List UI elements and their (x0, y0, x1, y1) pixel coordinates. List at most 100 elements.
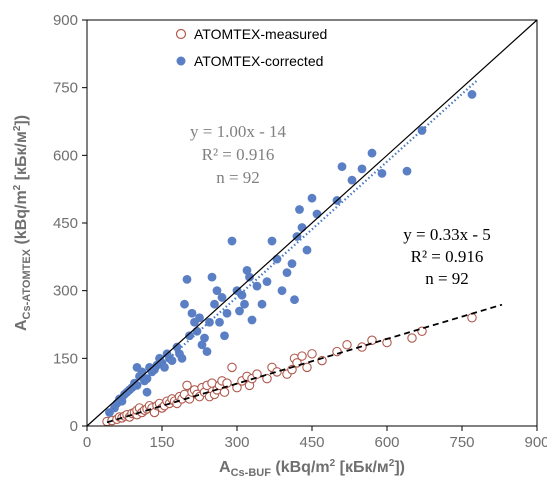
point-atomtex-corrected (182, 274, 192, 284)
y-tick-label: 900 (53, 12, 78, 29)
point-atomtex-corrected (210, 299, 219, 309)
y-axis-title-sup: 2 (12, 184, 23, 190)
point-atomtex-corrected (467, 90, 477, 99)
point-atomtex-corrected (235, 306, 244, 316)
y-axis-title-unit2: [кБк/м (13, 131, 30, 185)
point-atomtex-corrected (290, 295, 299, 305)
point-atomtex-corrected (297, 223, 307, 232)
point-atomtex-corrected (187, 308, 197, 318)
point-atomtex-corrected (307, 193, 317, 203)
point-atomtex-measured (307, 349, 317, 359)
point-atomtex-corrected (245, 272, 254, 282)
point-atomtex-corrected (177, 353, 187, 363)
y-axis-title-sup2: 2 (12, 125, 23, 131)
x-axis-title-close: ]) (394, 459, 405, 476)
x-tick-label: 150 (149, 434, 174, 451)
point-atomtex-corrected (167, 356, 177, 365)
point-atomtex-corrected (282, 268, 292, 278)
point-atomtex-corrected (220, 331, 229, 341)
point-atomtex-corrected (237, 290, 247, 300)
point-atomtex-corrected (287, 259, 297, 268)
point-atomtex-measured (367, 335, 377, 346)
fit-corrected-line (106, 79, 478, 416)
point-atomtex-corrected (222, 308, 232, 318)
point-atomtex-corrected (277, 286, 287, 296)
point-atomtex-measured (227, 362, 237, 373)
point-atomtex-corrected (185, 331, 194, 341)
legend-marker-measured (175, 28, 187, 40)
point-atomtex-measured (262, 373, 272, 384)
point-atomtex-measured (219, 387, 230, 397)
point-atomtex-measured (342, 340, 352, 350)
legend-label-corrected: ATOMTEX-corrected (194, 53, 323, 69)
x-tick-label: 300 (224, 434, 249, 451)
x-axis-title-sup: 2 (330, 458, 336, 469)
point-atomtex-corrected (212, 286, 222, 296)
x-axis-title-sup2: 2 (389, 458, 395, 469)
y-tick-label: 750 (53, 80, 78, 97)
annotation-corrected: y = 1.00x - 14 R² = 0.916 n = 92 (190, 122, 286, 187)
point-atomtex-corrected (202, 347, 212, 356)
annotation-measured-equation: y = 0.33x - 5 (403, 225, 491, 244)
point-atomtex-corrected (227, 236, 237, 246)
point-atomtex-corrected (217, 293, 227, 302)
point-atomtex-corrected (357, 164, 367, 174)
x-axis-title-unit2: [кБк/м (335, 459, 389, 476)
point-atomtex-corrected (312, 209, 322, 219)
x-axis-title-main: A (219, 459, 231, 476)
point-atomtex-corrected (180, 299, 189, 309)
point-atomtex-measured (272, 367, 282, 377)
legend-marker-corrected (176, 56, 186, 66)
y-axis-title-sub: Cs-ATOMTEX (21, 248, 33, 319)
annotation-measured-n: n = 92 (425, 269, 469, 288)
x-tick-label: 900 (524, 434, 547, 451)
y-tick-label: 600 (53, 147, 78, 164)
point-atomtex-corrected (197, 340, 207, 350)
x-tick-label: 0 (83, 434, 91, 451)
point-atomtex-measured (182, 380, 192, 391)
y-tick-label: 450 (53, 215, 78, 232)
point-atomtex-corrected (337, 162, 347, 172)
point-atomtex-measured (417, 326, 427, 337)
fit-measured-line (106, 303, 503, 424)
point-atomtex-corrected (262, 277, 272, 287)
point-atomtex-measured (302, 362, 312, 373)
y-axis-title-unit: (kBq/m (13, 190, 30, 249)
annotation-corrected-r2: R² = 0.916 (202, 145, 275, 164)
point-atomtex-corrected (195, 313, 204, 323)
axes (82, 19, 538, 431)
point-atomtex-corrected (247, 315, 257, 325)
point-atomtex-corrected (267, 236, 277, 246)
point-atomtex-corrected (295, 205, 304, 214)
point-atomtex-measured (297, 351, 307, 361)
point-atomtex-measured (467, 312, 477, 323)
point-atomtex-corrected (207, 272, 217, 282)
point-atomtex-corrected (240, 299, 249, 309)
y-tick-label: 150 (53, 350, 78, 367)
x-tick-labels: 0 150 300 450 600 750 900 (83, 434, 547, 451)
point-atomtex-corrected (142, 387, 152, 397)
point-atomtex-corrected (200, 333, 209, 343)
y-axis-title-main: A (13, 319, 30, 331)
point-atomtex-corrected (347, 175, 357, 185)
x-tick-label: 750 (449, 434, 474, 451)
x-tick-label: 450 (299, 434, 324, 451)
point-atomtex-corrected (252, 281, 262, 291)
y-axis-title-close: ]) (13, 115, 30, 126)
point-atomtex-corrected (377, 168, 387, 178)
legend-label-measured: ATOMTEX-measured (194, 26, 327, 42)
point-atomtex-corrected (367, 148, 377, 158)
x-axis-title-sub: Cs-BUF (231, 467, 272, 478)
legend: ATOMTEX-measured ATOMTEX-corrected (175, 26, 327, 69)
point-atomtex-corrected (242, 265, 252, 275)
identity-line (86, 19, 538, 427)
x-tick-label: 600 (374, 434, 399, 451)
point-atomtex-corrected (160, 362, 169, 372)
point-atomtex-measured (407, 333, 417, 343)
point-atomtex-corrected (302, 245, 312, 255)
point-atomtex-corrected (257, 299, 267, 309)
y-axis-title: ACs-ATOMTEX (kBq/m2 [кБк/м2]) (12, 115, 33, 331)
annotation-measured: y = 0.33x - 5 R² = 0.916 n = 92 (403, 225, 491, 288)
annotation-corrected-n: n = 92 (216, 168, 260, 187)
